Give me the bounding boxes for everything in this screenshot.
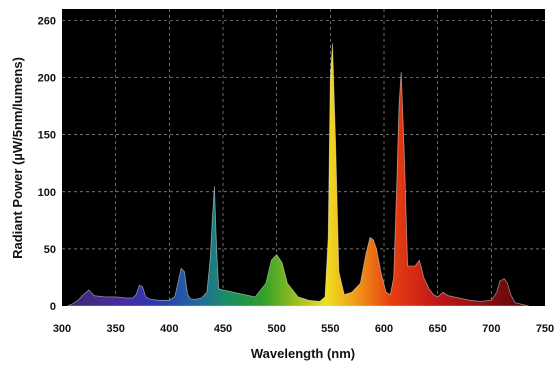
y-tick-label: 50 (44, 244, 56, 256)
x-tick-labels: 300 350 400 450 500 550 600 650 700 750 (53, 323, 554, 335)
grid-lines (62, 9, 545, 306)
x-tick-label: 650 (428, 323, 446, 335)
spectrum-area (67, 43, 529, 307)
y-tick-label: 200 (38, 73, 56, 85)
y-tick-labels: 0 50 100 150 200 260 (38, 15, 56, 313)
x-tick-label: 750 (536, 323, 554, 335)
y-tick-label: 100 (38, 187, 56, 199)
x-tick-label: 600 (375, 323, 393, 335)
x-tick-label: 700 (482, 323, 500, 335)
x-axis-title: Wavelength (nm) (251, 346, 355, 361)
x-tick-label: 550 (321, 323, 339, 335)
y-tick-label: 260 (38, 15, 56, 27)
x-tick-label: 350 (106, 323, 124, 335)
x-tick-label: 450 (214, 323, 232, 335)
y-tick-label: 150 (38, 130, 56, 142)
y-tick-label: 0 (50, 301, 56, 313)
plot-background (62, 9, 545, 306)
x-tick-label: 500 (267, 323, 285, 335)
x-tick-label: 300 (53, 323, 71, 335)
y-axis-title: Radiant Power (µW/5nm/lumens) (10, 57, 25, 259)
x-tick-label: 400 (160, 323, 178, 335)
